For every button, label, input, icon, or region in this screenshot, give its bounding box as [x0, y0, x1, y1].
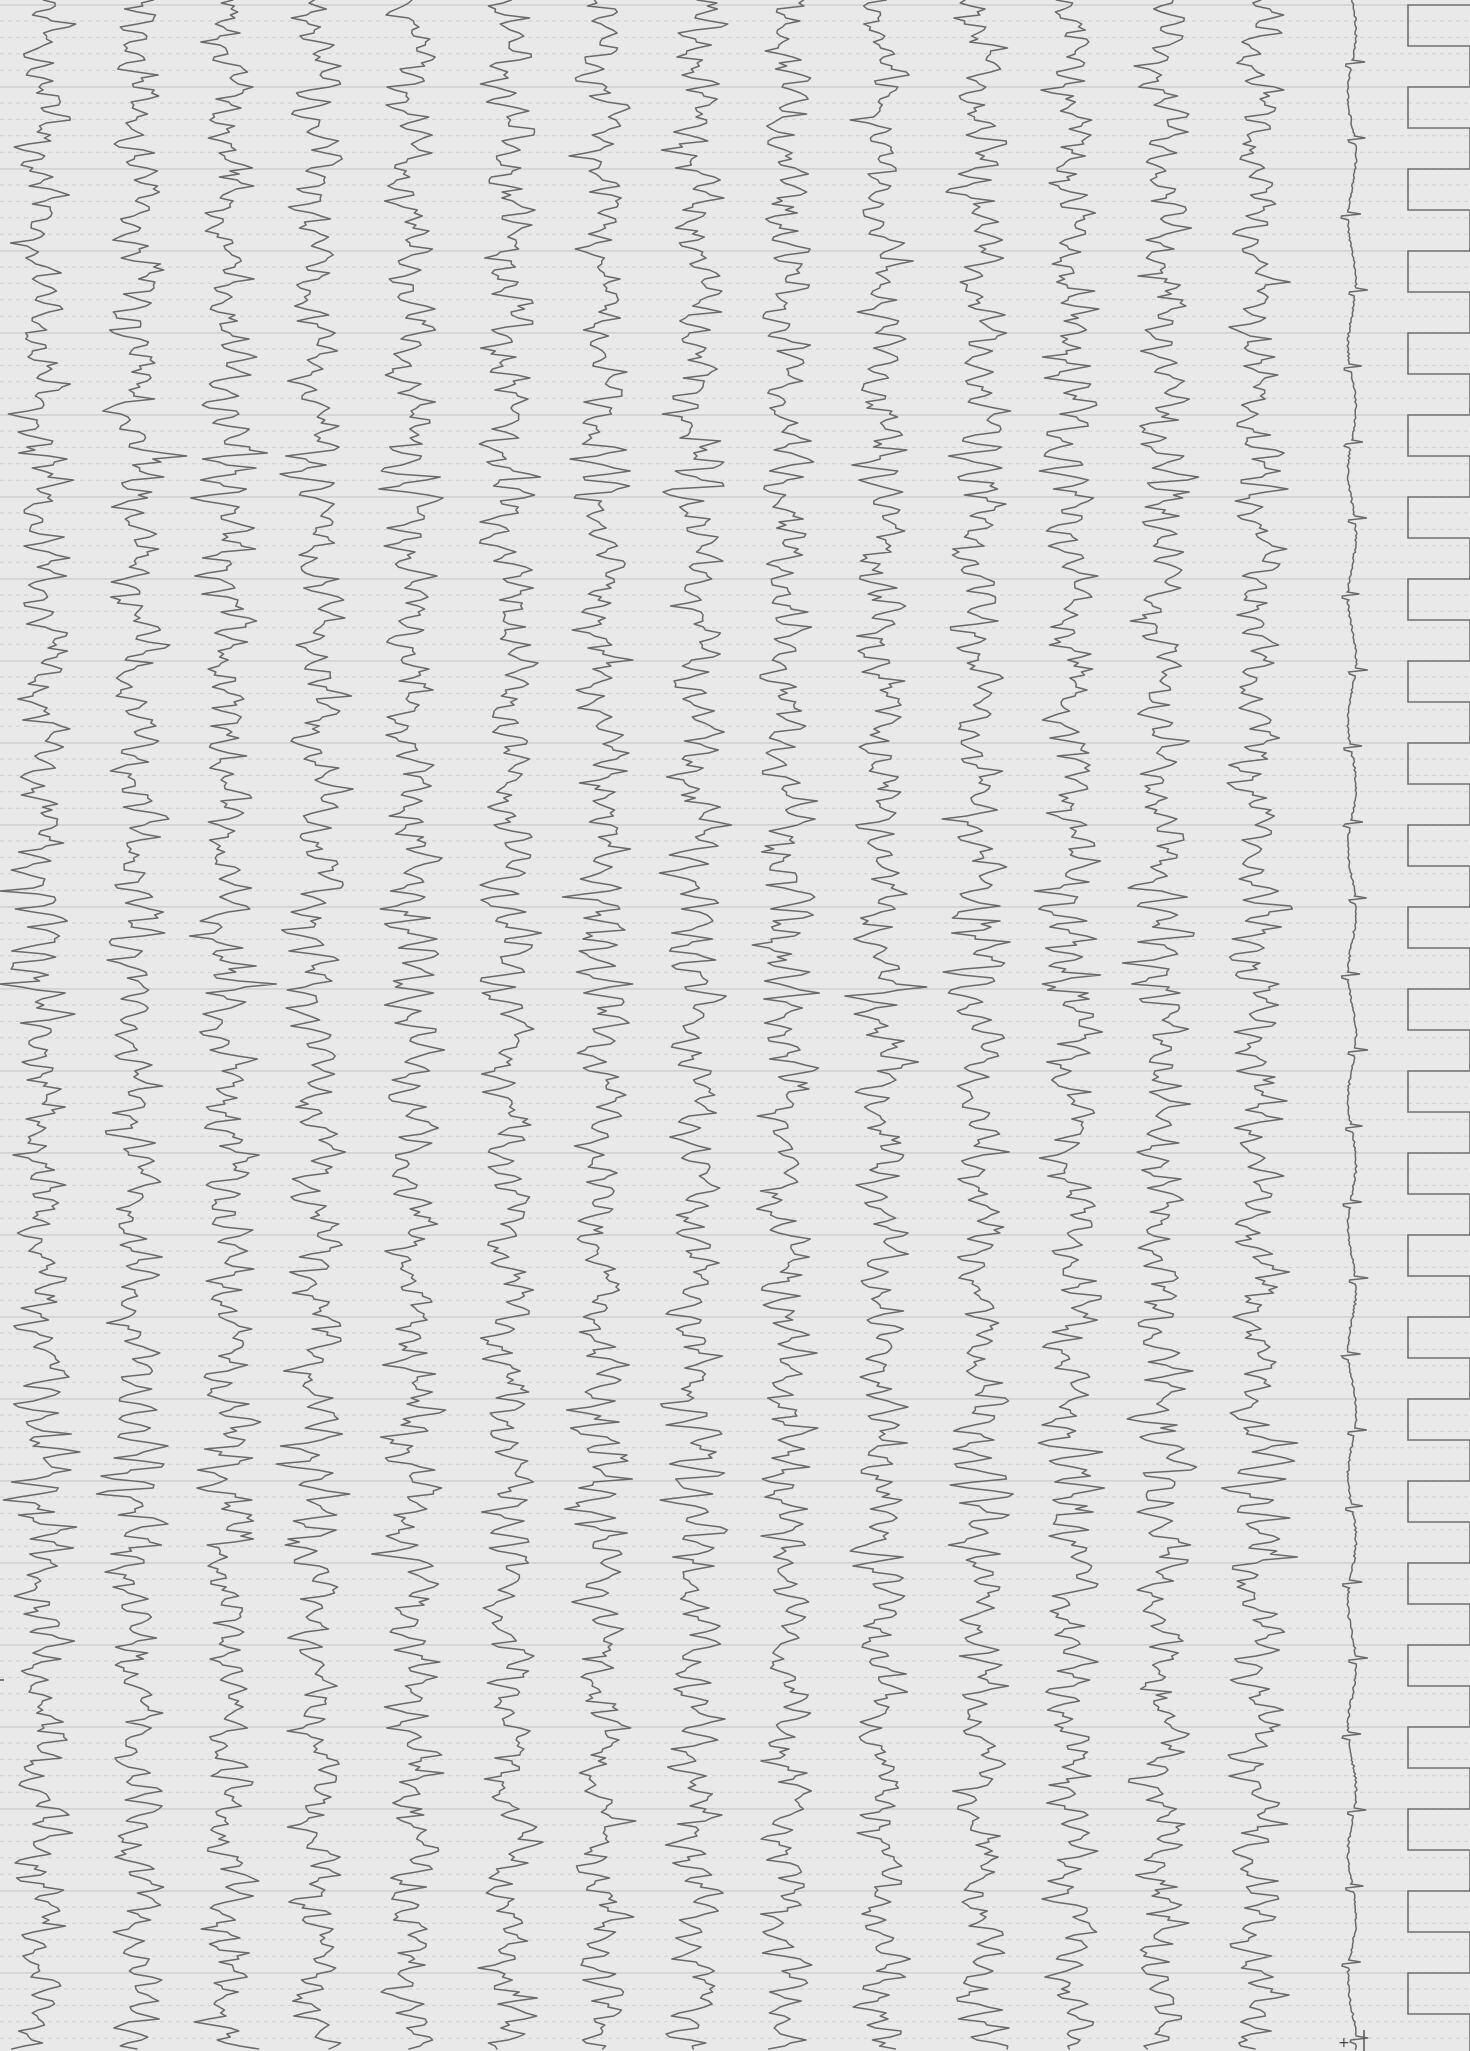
eeg-channel-5-trace [371, 0, 447, 2050]
bottom-marks: + [0, 1679, 1365, 2051]
time-marker-channel [1407, 4, 1470, 2051]
eeg-channel-8-trace [658, 0, 733, 2050]
eeg-channel-2-trace [95, 0, 188, 2050]
eeg-channel-6-trace [477, 0, 544, 2050]
eeg-channel-12-trace [1033, 0, 1106, 2050]
eeg-channel-11-trace [941, 0, 1014, 2050]
ecg-trace [1340, 0, 1369, 2051]
eeg-channel-3-trace [188, 0, 278, 2050]
eeg-channel-13-trace [1121, 0, 1200, 2050]
eeg-channels [0, 0, 1299, 2050]
time-marker-square-wave [1407, 4, 1470, 2051]
ecg-channel [1340, 0, 1369, 2051]
eeg-channel-14-trace [1221, 0, 1299, 2050]
eeg-channel-9-trace [751, 0, 821, 2050]
eeg-channel-1-trace [0, 0, 81, 2050]
polarity-plus-sign: + [1338, 2035, 1350, 2051]
eeg-channel-10-trace [844, 0, 928, 2050]
eeg-channel-4-trace [275, 0, 354, 2050]
eeg-channel-7-trace [561, 0, 637, 2050]
paper-grid [0, 4, 1470, 2039]
